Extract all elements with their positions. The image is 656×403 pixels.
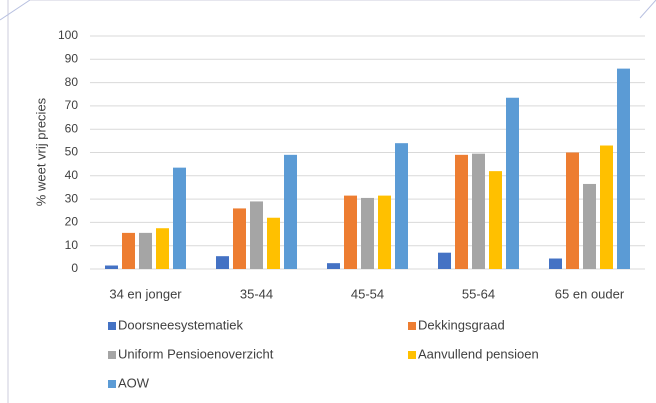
legend-label: Doorsneesystematiek [118,317,243,332]
y-tick-label: 70 [65,98,79,112]
y-tick-label: 90 [65,51,79,65]
bar [549,258,562,269]
bar [267,217,280,269]
y-tick-label: 40 [65,168,79,182]
legend-swatch [108,322,116,330]
bar [216,256,229,269]
bar [455,154,468,269]
decor-line [639,0,656,19]
y-tick-label: 60 [65,121,79,135]
legend-swatch [408,351,416,359]
bar [233,208,246,269]
bar [327,263,340,269]
bar [105,265,118,269]
bar [395,143,408,269]
bar [472,153,485,269]
x-tick-label: 55-64 [462,286,495,301]
legend-label: AOW [118,375,150,390]
y-tick-label: 100 [58,28,78,42]
y-tick-label: 10 [65,238,79,252]
bar [361,197,374,269]
bar [583,183,596,269]
bar [250,201,263,269]
y-tick-label: 30 [65,191,79,205]
legend-label: Aanvullend pensioen [418,346,539,361]
legend-label: Dekkingsgraad [418,317,505,332]
x-tick-label: 45-54 [351,286,384,301]
bar [489,171,502,269]
bar [617,68,630,270]
y-tick-label: 80 [65,75,79,89]
y-tick-label: 20 [65,215,79,229]
y-axis-label: % weet vrij precies [33,97,48,206]
bar [156,228,169,269]
bar [284,154,297,269]
y-tick-label: 0 [71,261,78,275]
bar [139,232,152,269]
legend-swatch [108,380,116,388]
bar [344,195,357,269]
x-tick-label: 65 en ouder [555,286,625,301]
bar [506,97,519,270]
x-tick-label: 34 en jonger [109,286,182,301]
legend-label: Uniform Pensioenoverzicht [118,346,274,361]
bar [173,167,186,269]
bar [122,232,135,269]
bar [600,145,613,269]
y-tick-label: 50 [65,145,79,159]
legend-swatch [108,351,116,359]
decor-line [0,0,31,21]
bar [566,152,579,269]
bar [438,252,451,269]
bar [378,195,391,269]
legend-swatch [408,322,416,330]
x-tick-label: 35-44 [240,286,273,301]
